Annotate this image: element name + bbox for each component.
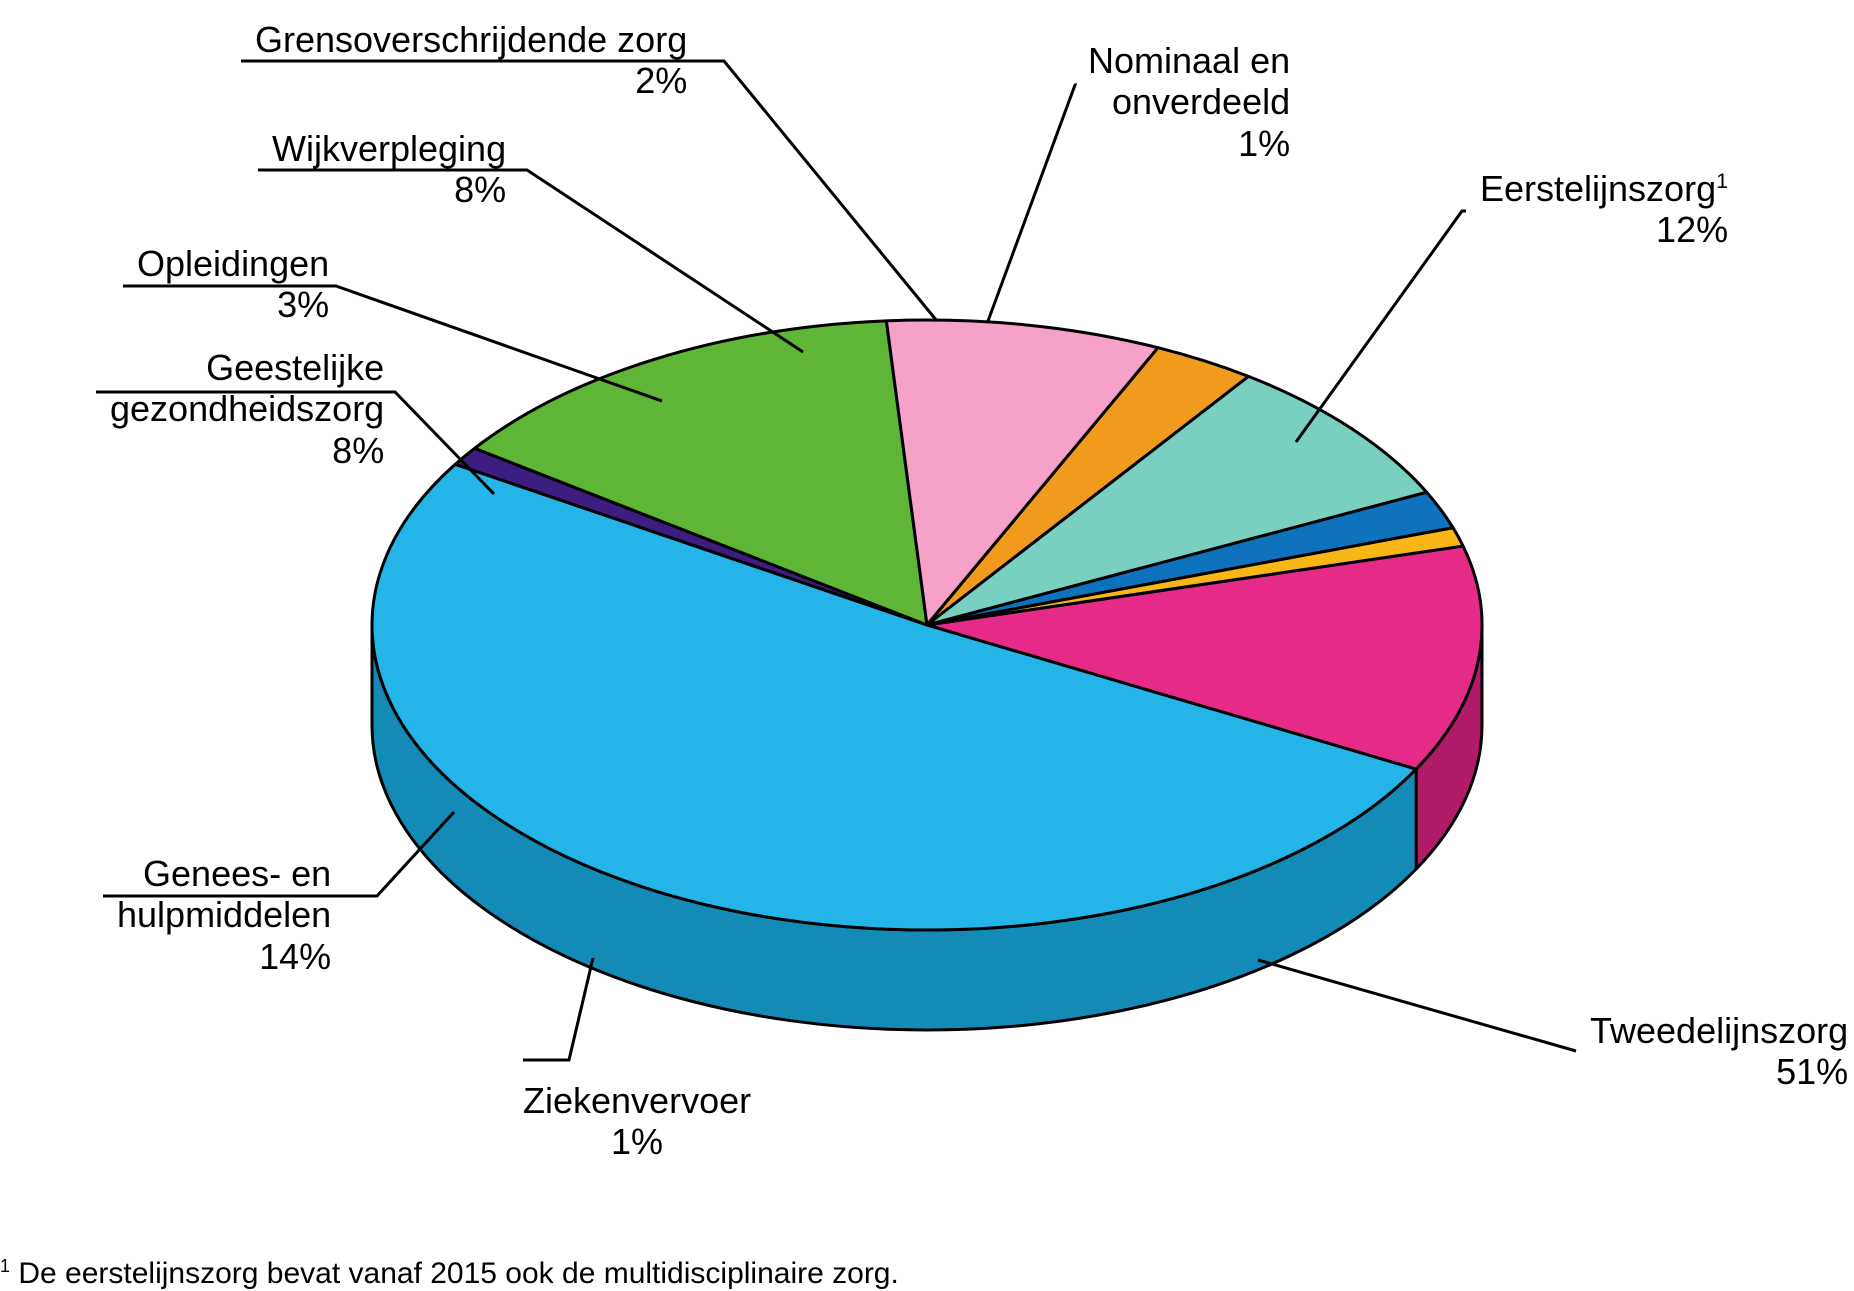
slice-label-line: hulpmiddelen [117,894,331,935]
slice-label-value: 8% [110,430,384,471]
pie-chart: Eerstelijnszorg112% Tweedelijnszorg51% Zie… [0,0,1854,1291]
slice-label: Eerstelijnszorg112% [1480,168,1728,251]
slice-label-line: Geestelijke [206,347,384,388]
slice-label-value: 3% [137,284,329,325]
slice-label-value: 1% [523,1121,751,1162]
slice-label-value: 2% [255,60,687,101]
slice-label-line: Opleidingen [137,243,329,284]
slice-label-line: Nominaal en [1088,40,1290,81]
slice-label-line: Genees- en [143,853,331,894]
slice-label: Nominaal enonverdeeld1% [1088,40,1290,164]
slice-label-line: Tweedelijnszorg [1590,1010,1848,1051]
slice-label-line: Wijkverpleging [272,128,506,169]
slice-label-line: onverdeeld [1088,81,1290,122]
slice-label: Grensoverschrijdende zorg2% [255,19,687,102]
slice-label: Geestelijkegezondheidszorg8% [110,347,384,471]
slice-label-value: 12% [1480,209,1728,250]
slice-label-value: 14% [117,936,331,977]
footnote: 1 De eerstelijnszorg bevat vanaf 2015 oo… [0,1256,899,1291]
slice-label-line: Eerstelijnszorg1 [1480,168,1728,209]
slice-label-line: gezondheidszorg [110,388,384,429]
slice-label: Opleidingen3% [137,243,329,326]
slice-label-value: 8% [272,169,506,210]
slice-label: Wijkverpleging8% [272,128,506,211]
slice-label-value: 1% [1088,123,1290,164]
slice-label-value: 51% [1590,1051,1848,1092]
slice-label: Genees- enhulpmiddelen14% [117,853,331,977]
slice-label: Ziekenvervoer1% [523,1080,751,1163]
slice-label: Tweedelijnszorg51% [1590,1010,1848,1093]
slice-label-line: Grensoverschrijdende zorg [255,19,687,60]
slice-label-line: Ziekenvervoer [523,1080,751,1121]
